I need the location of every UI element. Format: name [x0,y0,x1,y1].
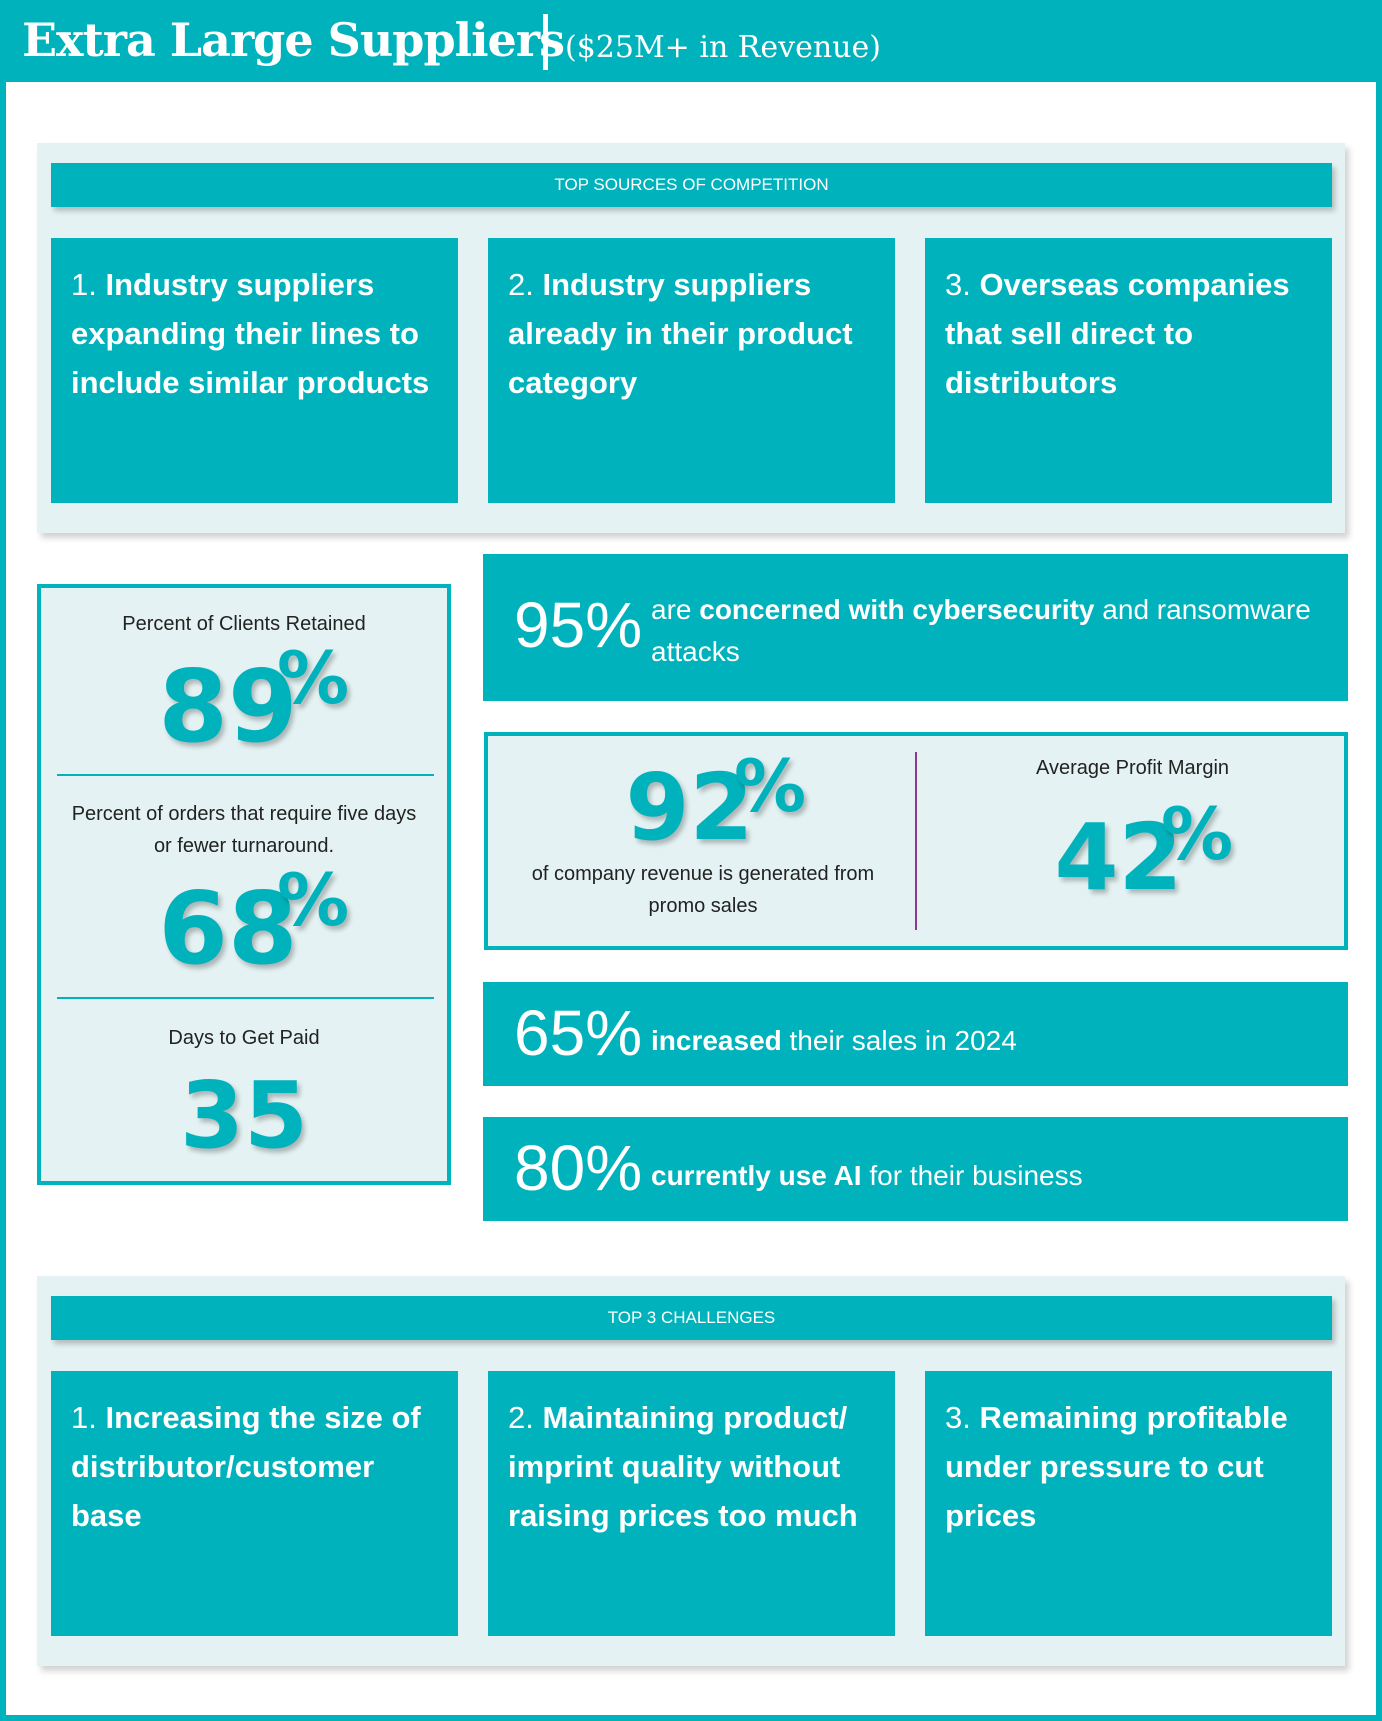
item-text: Industry suppliers expanding their lines… [71,267,430,400]
competition-heading: TOP SOURCES OF COMPETITION [51,163,1332,207]
promo-margin-box: 92 % of company revenue is generated fro… [484,732,1348,950]
item-text: Increasing the size of distributor/custo… [71,1400,421,1533]
stats-divider-1 [57,774,434,776]
competition-item-3: 3. Overseas companies that sell direct t… [925,238,1332,503]
ai-stat: 80% currently use AI for their business [483,1117,1348,1221]
cybersecurity-stat: 95% are concerned with cybersecurity and… [483,554,1348,701]
retained-label: Percent of Clients Retained [122,613,366,635]
paid-number: 35 [179,1062,309,1169]
item-number: 3. [945,267,971,302]
cyber-value: 95% [514,589,643,661]
left-stats-box: Percent of Clients Retained 89 % Percent… [37,584,451,1185]
page-subtitle: ($25M+ in Revenue) [565,30,881,65]
challenge-item-1: 1. Increasing the size of distributor/cu… [51,1371,458,1636]
item-number: 2. [508,267,534,302]
challenge-item-3: 3. Remaining profitable under pressure t… [925,1371,1332,1636]
ai-text: currently use AI for their business [651,1155,1331,1197]
item-text: Remaining profitable under pressure to c… [945,1400,1288,1533]
item-text: Overseas companies that sell direct to d… [945,267,1290,400]
ai-value: 80% [514,1132,643,1204]
item-text: Industry suppliers already in their prod… [508,267,853,400]
margin-label: Average Profit Margin [1035,757,1230,779]
retained-unit: % [277,636,350,720]
competition-item-2: 2. Industry suppliers already in their p… [488,238,895,503]
cyber-text: are concerned with cybersecurity and ran… [651,589,1311,673]
retained-number: 89 [158,648,298,765]
ai-bold: currently use AI [651,1160,862,1191]
sales-post: their sales in 2024 [781,1025,1017,1056]
sales-bold: increased [651,1025,782,1056]
item-number: 2. [508,1400,534,1435]
item-number: 1. [71,1400,97,1435]
paid-label: Days to Get Paid [168,1027,320,1049]
cyber-post: and ransomware attacks [651,594,1311,667]
margin-number: 42 [1054,804,1183,911]
cyber-pre: are [651,594,700,625]
ai-post: for their business [861,1160,1083,1191]
margin-value: 42 % [917,792,1348,908]
promo-unit: % [734,744,807,828]
competition-item-1: 1. Industry suppliers expanding their li… [51,238,458,503]
stats-divider-2 [57,997,434,999]
turnaround-value: 68 % [41,858,447,984]
margin-unit: % [1161,792,1234,876]
turnaround-label: Percent of orders that require five days… [71,803,417,857]
sales-stat: 65% increased their sales in 2024 [483,982,1348,1086]
item-number: 1. [71,267,97,302]
turnaround-unit: % [277,858,350,942]
promo-label: of company revenue is generated from pro… [531,863,875,917]
turnaround-number: 68 [158,870,298,987]
challenge-item-2: 2. Maintaining product/ imprint quality … [488,1371,895,1636]
promo-value: 92 % [488,744,915,858]
retained-value: 89 % [41,636,447,762]
header-banner: Extra Large Suppliers ($25M+ in Revenue) [0,0,1382,82]
item-text: Maintaining product/ imprint quality wit… [508,1400,858,1533]
sales-value: 65% [514,997,643,1069]
vertical-separator [915,752,917,930]
promo-number: 92 [625,754,754,861]
cyber-bold: concerned with cybersecurity [699,594,1095,625]
challenges-heading: TOP 3 CHALLENGES [51,1296,1332,1340]
item-number: 3. [945,1400,971,1435]
paid-value: 35 [41,1066,447,1166]
page-title: Extra Large Suppliers [22,13,565,67]
title-separator [543,14,548,70]
sales-text: increased their sales in 2024 [651,1020,1331,1062]
